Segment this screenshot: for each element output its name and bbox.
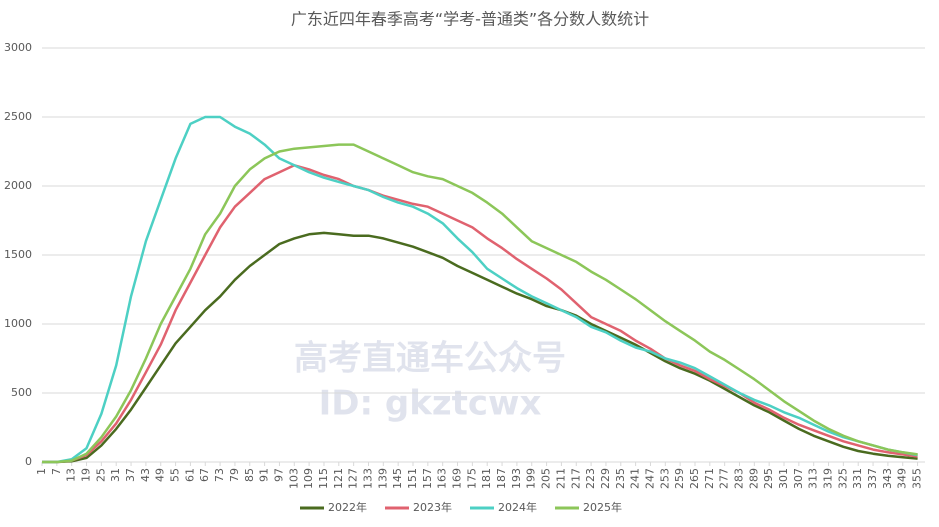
x-tick-label: 235 — [614, 468, 627, 489]
x-tick-label: 271 — [703, 468, 716, 489]
x-tick-label: 277 — [718, 468, 731, 489]
x-tick-label: 115 — [317, 468, 330, 489]
y-tick-label: 500 — [11, 386, 32, 399]
x-tick-label: 85 — [243, 468, 256, 482]
x-tick-label: 265 — [688, 468, 701, 489]
x-tick-label: 319 — [822, 468, 835, 489]
x-tick-label: 289 — [747, 468, 760, 489]
x-tick-label: 109 — [302, 468, 315, 489]
series-line — [42, 231, 918, 464]
x-tick-label: 49 — [154, 468, 167, 482]
x-tick-label: 25 — [94, 468, 107, 482]
x-tick-label: 67 — [198, 468, 211, 482]
legend-label: 2025年 — [583, 500, 622, 514]
x-tick-label: 253 — [658, 468, 671, 489]
x-tick-label: 283 — [732, 468, 745, 489]
series-line — [42, 143, 918, 464]
x-tick-label: 151 — [406, 468, 419, 489]
series-line — [42, 115, 918, 464]
x-tick-label: 301 — [777, 468, 790, 489]
x-tick-label: 307 — [792, 468, 805, 489]
x-tick-label: 139 — [376, 468, 389, 489]
x-tick-label: 337 — [866, 468, 879, 489]
x-tick-label: 313 — [807, 468, 820, 489]
watermark: 高考直通车公众号 — [294, 339, 566, 379]
y-tick-label: 1500 — [4, 248, 32, 261]
x-tick-label: 217 — [569, 468, 582, 489]
y-tick-label: 1000 — [4, 317, 32, 330]
x-tick-label: 229 — [599, 468, 612, 489]
legend-label: 2022年 — [328, 500, 367, 514]
x-tick-label: 145 — [391, 468, 404, 489]
x-tick-label: 241 — [629, 468, 642, 489]
x-tick-label: 73 — [213, 468, 226, 482]
x-tick-label: 1 — [35, 468, 48, 475]
x-tick-label: 205 — [540, 468, 553, 489]
x-tick-label: 223 — [584, 468, 597, 489]
x-tick-label: 169 — [451, 468, 464, 489]
y-tick-label: 2000 — [4, 179, 32, 192]
x-tick-label: 121 — [332, 468, 345, 489]
x-tick-label: 7 — [50, 468, 63, 475]
x-tick-label: 61 — [183, 468, 196, 482]
y-tick-label: 2500 — [4, 110, 32, 123]
x-tick-label: 19 — [80, 468, 93, 482]
x-tick-label: 331 — [851, 468, 864, 489]
x-tick-label: 199 — [525, 468, 538, 489]
y-tick-label: 0 — [25, 455, 32, 468]
x-tick-label: 355 — [911, 468, 924, 489]
x-tick-label: 349 — [896, 468, 909, 489]
x-tick-label: 325 — [836, 468, 849, 489]
x-tick-label: 103 — [287, 468, 300, 489]
x-tick-label: 163 — [436, 468, 449, 489]
chart-title: 广东近四年春季高考“学考-普通类”各分数人数统计 — [291, 10, 649, 29]
legend-label: 2023年 — [413, 500, 452, 514]
y-tick-label: 3000 — [4, 41, 32, 54]
x-tick-label: 181 — [480, 468, 493, 489]
x-tick-label: 295 — [762, 468, 775, 489]
x-tick-label: 259 — [673, 468, 686, 489]
x-tick-label: 97 — [272, 468, 285, 482]
x-tick-label: 55 — [169, 468, 182, 482]
x-tick-label: 13 — [65, 468, 78, 482]
x-tick-label: 43 — [139, 468, 152, 482]
watermark: ID: gkztcwx — [319, 384, 542, 424]
x-tick-label: 211 — [554, 468, 567, 489]
x-tick-label: 31 — [109, 468, 122, 482]
x-tick-label: 79 — [228, 468, 241, 482]
x-tick-label: 187 — [495, 468, 508, 489]
x-tick-label: 343 — [881, 468, 894, 489]
x-tick-label: 91 — [258, 468, 271, 482]
x-tick-label: 193 — [510, 468, 523, 489]
x-tick-label: 127 — [347, 468, 360, 489]
x-tick-label: 175 — [465, 468, 478, 489]
legend-label: 2024年 — [498, 500, 537, 514]
x-tick-label: 133 — [361, 468, 374, 489]
x-tick-label: 247 — [643, 468, 656, 489]
series-line — [42, 164, 918, 464]
x-tick-label: 157 — [421, 468, 434, 489]
x-tick-label: 37 — [124, 468, 137, 482]
